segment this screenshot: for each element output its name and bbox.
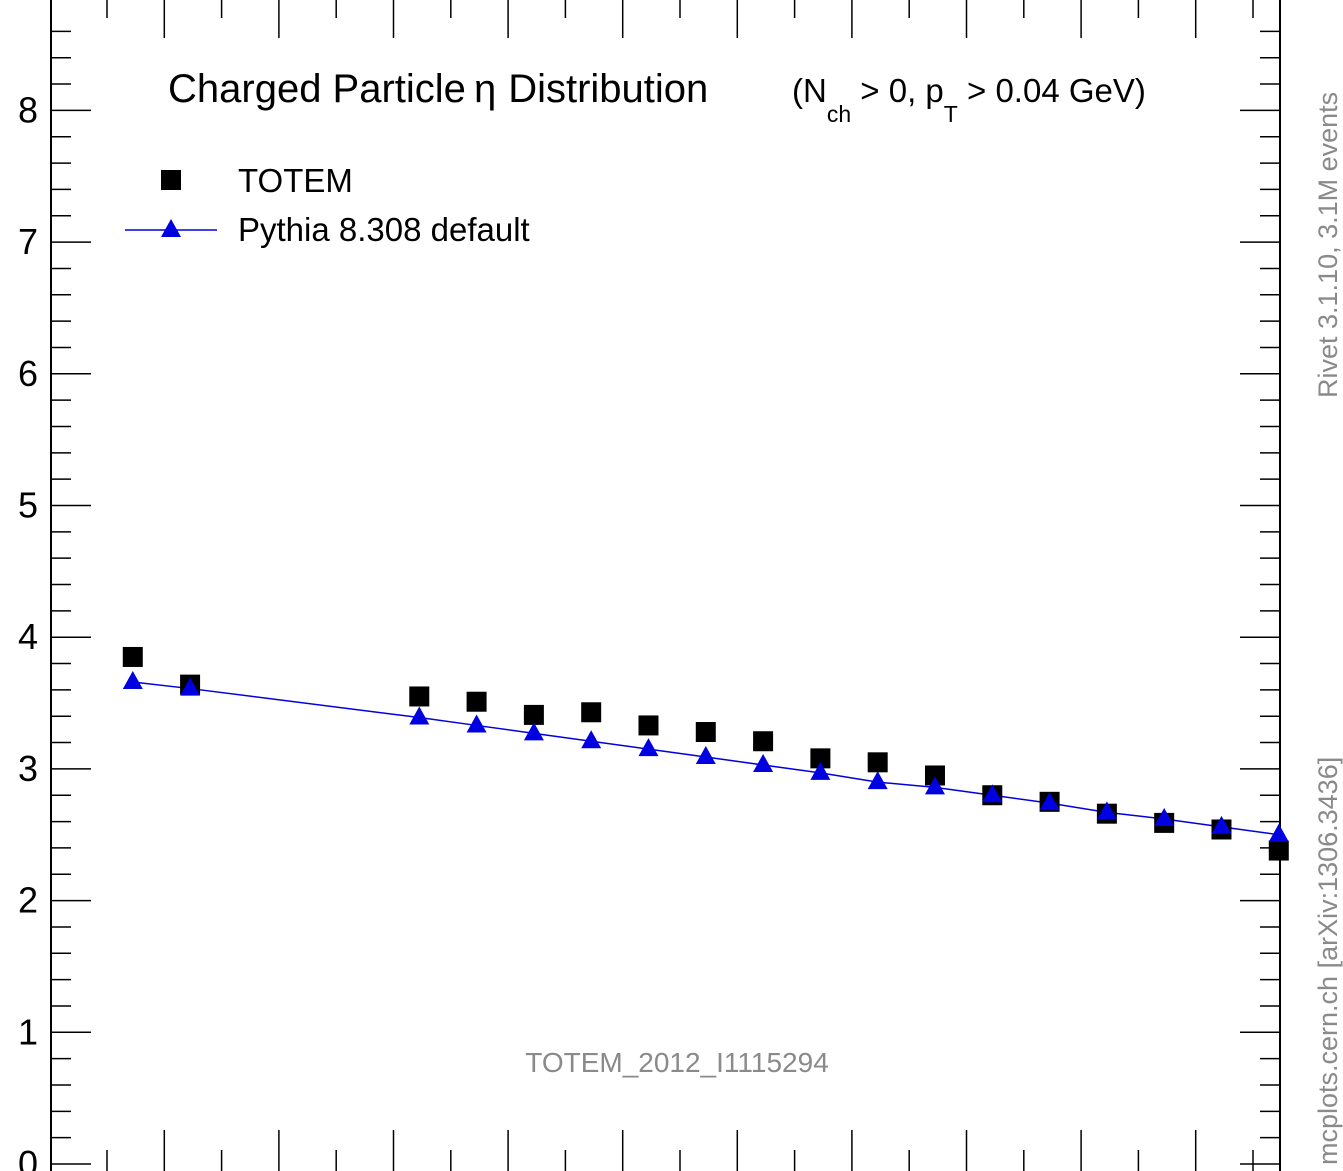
data-point-totem bbox=[466, 691, 487, 712]
y-tick-label: 5 bbox=[18, 485, 38, 526]
y-tick-label: 4 bbox=[18, 616, 38, 657]
legend-marker-totem bbox=[161, 170, 181, 190]
cut-label-close: > 0.04 GeV) bbox=[958, 72, 1146, 109]
y-tick-label: 3 bbox=[18, 748, 38, 789]
data-point-pythia bbox=[409, 706, 430, 725]
y-tick-label: 2 bbox=[18, 880, 38, 921]
y-tick-label: 6 bbox=[18, 353, 38, 394]
y-tick-label: 0 bbox=[18, 1143, 38, 1171]
data-point-totem bbox=[523, 704, 544, 725]
y-tick-label: 1 bbox=[18, 1011, 38, 1052]
data-point-totem bbox=[409, 686, 430, 707]
data-point-pythia bbox=[1096, 801, 1117, 820]
plot-frame bbox=[50, 0, 1281, 1171]
data-point-totem bbox=[753, 731, 774, 752]
data-point-pythia bbox=[867, 771, 888, 790]
data-point-pythia bbox=[1039, 792, 1060, 811]
data-point-pythia bbox=[638, 738, 659, 757]
data-point-pythia bbox=[753, 753, 774, 772]
data-point-totem bbox=[695, 722, 716, 743]
chart-title: Charged Particle η Distribution bbox=[168, 67, 708, 111]
y-tick-label: 7 bbox=[18, 221, 38, 262]
y-tick-labels: 0 1 2 3 4 5 6 7 8 bbox=[18, 89, 38, 1171]
cut-label: (Nch > 0, pT > 0.04 GeV) bbox=[792, 72, 1146, 127]
data-point-totem bbox=[924, 765, 945, 786]
chart-title-main: Charged Particle bbox=[168, 67, 466, 111]
cut-label-pt-sub: T bbox=[944, 101, 958, 127]
data-point-totem bbox=[810, 748, 831, 769]
chart-title-symbol: η bbox=[474, 67, 496, 111]
chart-title-suffix: Distribution bbox=[508, 67, 708, 111]
data-point-pythia bbox=[581, 730, 602, 749]
data-point-pythia bbox=[122, 670, 143, 689]
cut-label-mid: > 0, p bbox=[851, 72, 944, 109]
legend-label-pythia: Pythia 8.308 default bbox=[238, 211, 530, 248]
data-point-pythia bbox=[982, 784, 1003, 803]
data-point-pythia bbox=[180, 677, 201, 696]
analysis-watermark: TOTEM_2012_I1115294 bbox=[525, 1047, 829, 1078]
cut-label-open: (N bbox=[792, 72, 827, 109]
side-label-mcplots: mcplots.cern.ch [arXiv:1306.3436] bbox=[1313, 757, 1343, 1165]
data-point-totem bbox=[638, 715, 659, 736]
legend-label-totem: TOTEM bbox=[238, 162, 353, 199]
y-tick-label: 8 bbox=[18, 89, 38, 130]
axis-ticks bbox=[51, 0, 1280, 1171]
data-point-pythia bbox=[810, 761, 831, 780]
data-point-totem bbox=[581, 702, 602, 723]
data-point-totem bbox=[867, 752, 888, 773]
data-point-pythia bbox=[1154, 807, 1175, 826]
legend-marker-pythia bbox=[161, 219, 181, 237]
data-point-totem bbox=[122, 646, 143, 667]
data-point-pythia bbox=[924, 776, 945, 795]
data-point-pythia bbox=[466, 714, 487, 733]
data-point-pythia bbox=[1268, 823, 1289, 842]
series-markers bbox=[122, 646, 1289, 861]
data-point-totem bbox=[1268, 840, 1289, 861]
data-point-pythia bbox=[695, 746, 716, 765]
data-point-pythia bbox=[523, 722, 544, 741]
data-point-pythia bbox=[1211, 815, 1232, 834]
side-label-rivet: Rivet 3.1.10, 3.1M events bbox=[1313, 92, 1343, 398]
cut-label-nch-sub: ch bbox=[827, 101, 851, 127]
legend: TOTEM Pythia 8.308 default bbox=[125, 162, 530, 248]
